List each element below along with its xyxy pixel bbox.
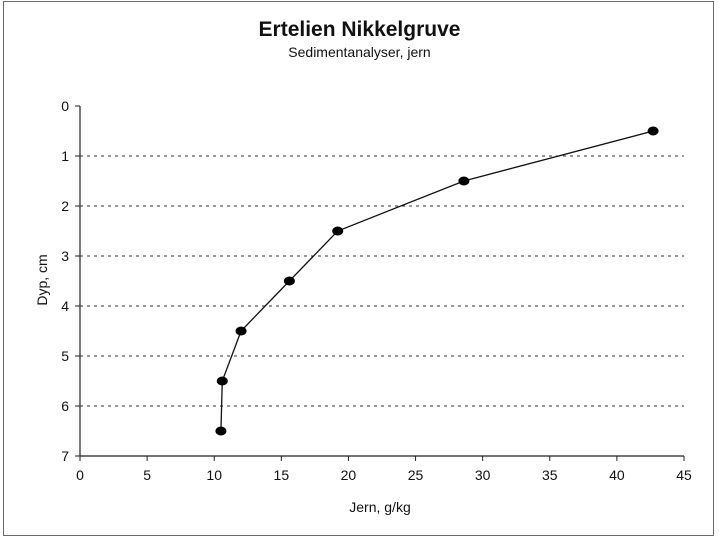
x-tick-label-1: 5 <box>143 467 151 483</box>
x-tick-label-8: 40 <box>609 467 625 483</box>
chart-frame <box>3 1 714 536</box>
data-point-4 <box>235 326 247 336</box>
x-tick-label-7: 35 <box>542 467 558 483</box>
x-tick-label-9: 45 <box>676 467 692 483</box>
y-axis-label: Dyp, cm <box>34 254 50 305</box>
y-tick-label-3: 3 <box>61 248 69 264</box>
y-tick-label-6: 6 <box>61 398 69 414</box>
x-tick-label-6: 30 <box>475 467 491 483</box>
data-point-6 <box>215 426 227 436</box>
data-point-3 <box>283 276 295 286</box>
x-axis-label: Jern, g/kg <box>349 499 410 515</box>
chart-title: Ertelien Nikkelgruve <box>258 18 461 41</box>
y-tick-label-5: 5 <box>61 348 69 364</box>
y-tick-label-7: 7 <box>61 448 69 464</box>
series <box>215 126 659 436</box>
x-tick-label-4: 20 <box>341 467 357 483</box>
y-tick-label-1: 1 <box>61 148 69 164</box>
gridlines <box>80 155 684 407</box>
x-tick-label-0: 0 <box>76 467 84 483</box>
data-point-2 <box>332 226 344 236</box>
y-tick-label-2: 2 <box>61 198 69 214</box>
axes <box>75 105 685 461</box>
x-tick-label-2: 10 <box>206 467 222 483</box>
x-tick-label-5: 25 <box>408 467 424 483</box>
x-tick-label-3: 15 <box>274 467 290 483</box>
chart-subtitle: Sedimentanalyser, jern <box>288 44 431 60</box>
y-tick-label-4: 4 <box>61 298 69 314</box>
data-point-1 <box>458 176 470 186</box>
data-point-5 <box>216 376 228 386</box>
data-point-0 <box>647 126 659 136</box>
y-tick-label-0: 0 <box>61 98 69 114</box>
